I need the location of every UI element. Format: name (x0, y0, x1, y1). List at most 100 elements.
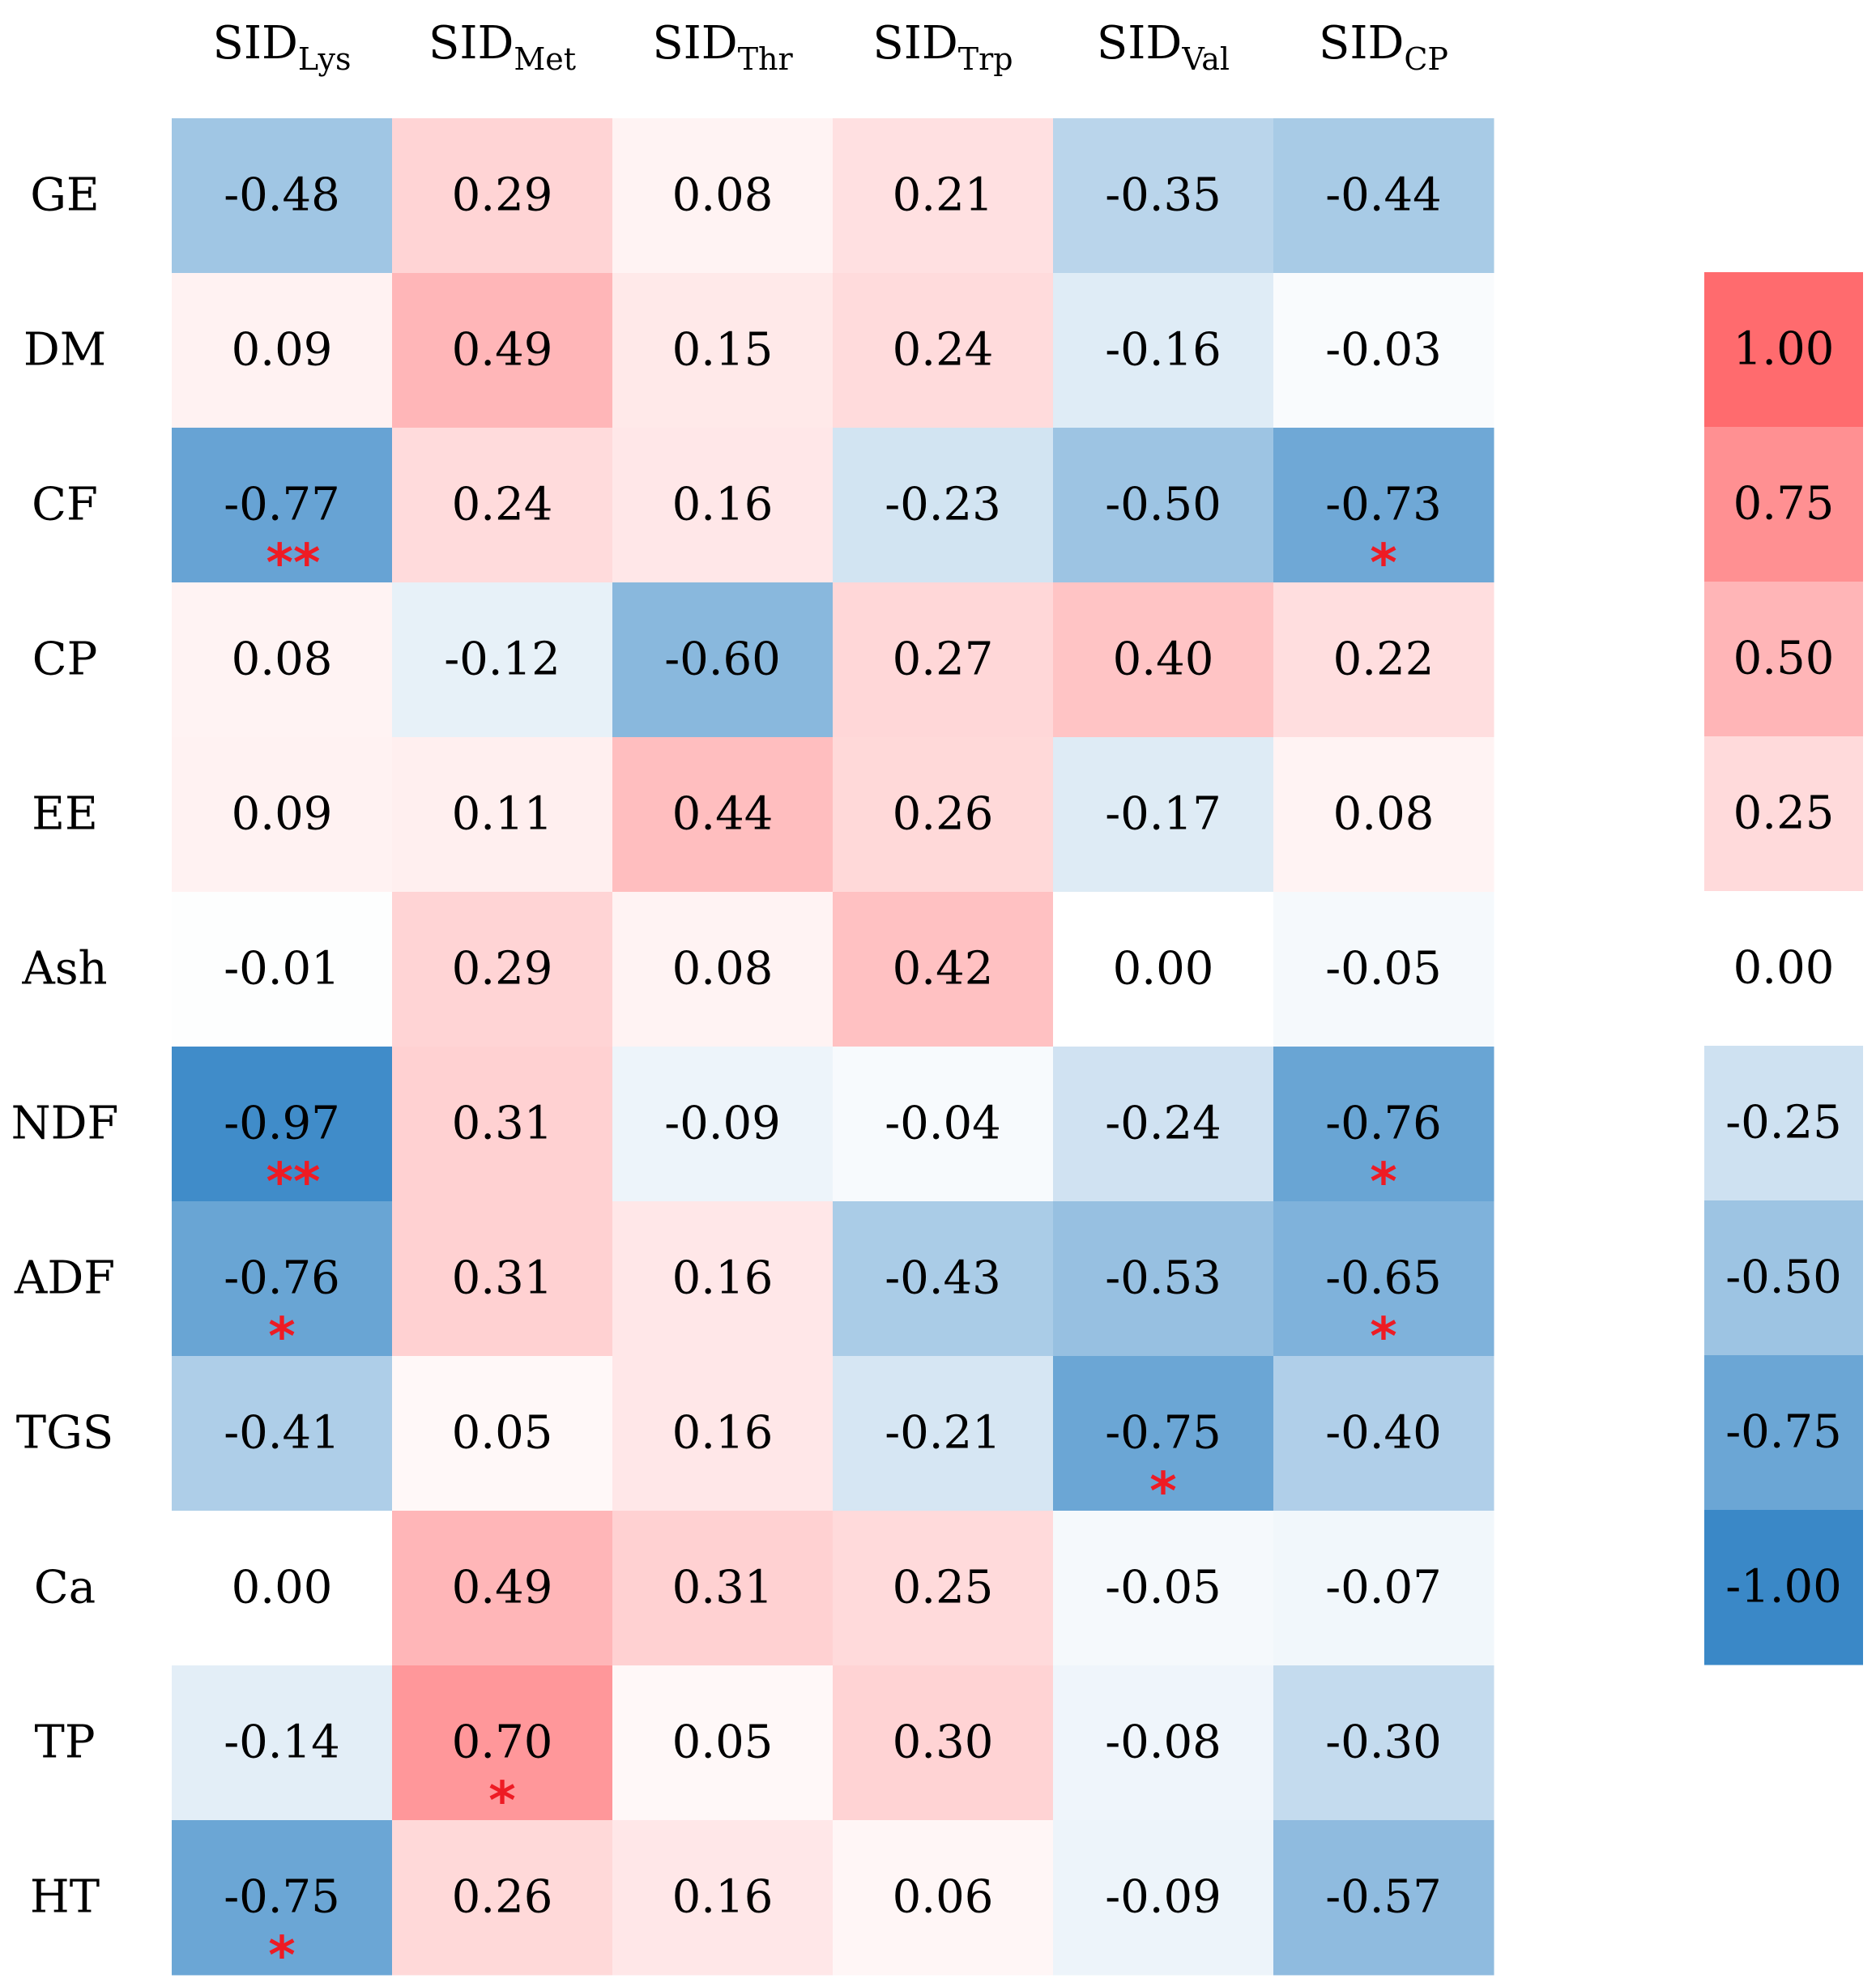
cell-value-ca-cp: -0.07 (1325, 1562, 1442, 1614)
heatmap-cell-cf-lys (172, 428, 393, 583)
row-label-dm: DM (23, 324, 106, 377)
heatmap-cell-tgs-met (392, 1356, 613, 1512)
cell-value-ash-lys: -0.01 (224, 943, 340, 996)
cell-value-ca-met: 0.49 (452, 1562, 553, 1614)
legend-label--1-00: -1.00 (1725, 1561, 1842, 1614)
heatmap-cell-dm-val (1053, 273, 1274, 429)
heatmap-cell-ge-lys (172, 118, 393, 274)
cell-value-tp-thr: 0.05 (672, 1716, 774, 1769)
legend-swatch--0-75 (1704, 1355, 1863, 1511)
heatmap-cell-cp-lys (172, 582, 393, 738)
cell-value-tgs-val: -0.75 (1105, 1407, 1222, 1460)
row-label-tp: TP (34, 1716, 95, 1769)
heatmap-cell-adf-trp (833, 1201, 1054, 1357)
heatmap-cell-tp-met (392, 1665, 613, 1821)
cell-value-tgs-trp: -0.21 (885, 1407, 1001, 1460)
cell-value-cp-trp: 0.27 (893, 633, 994, 686)
heatmap-cell-ash-val (1053, 892, 1274, 1047)
cell-value-tp-cp: -0.30 (1325, 1716, 1442, 1769)
cell-value-ee-trp: 0.26 (893, 788, 994, 841)
legend-label-0-75: 0.75 (1733, 478, 1835, 531)
cell-value-ht-val: -0.09 (1105, 1871, 1222, 1924)
legend-swatch-0-00 (1704, 891, 1863, 1047)
heatmap-cell-dm-met (392, 273, 613, 429)
cell-value-tp-val: -0.08 (1105, 1716, 1222, 1769)
cell-value-ee-cp: 0.08 (1333, 788, 1435, 841)
heatmap-cell-cf-trp (833, 428, 1054, 583)
heatmap-cell-ge-trp (833, 118, 1054, 274)
column-header-subscript: Thr (738, 41, 794, 77)
legend-swatch-1-00 (1704, 272, 1863, 428)
cell-value-adf-cp: -0.65 (1325, 1252, 1442, 1305)
cell-value-ash-val: 0.00 (1113, 943, 1214, 996)
column-header-val: SIDVal (1097, 17, 1230, 77)
heatmap-cell-cp-thr (612, 582, 834, 738)
cell-value-ndf-thr: -0.09 (664, 1098, 781, 1150)
heatmap-cell-tgs-cp (1273, 1356, 1494, 1512)
legend-swatch--1-00 (1704, 1510, 1863, 1665)
significance-marker-ht-lys: * (268, 1926, 295, 1986)
cell-value-cf-thr: 0.16 (672, 479, 774, 531)
heatmap-cell-ca-val (1053, 1511, 1274, 1666)
heatmap-cell-ht-met (392, 1820, 613, 1976)
cell-value-dm-lys: 0.09 (232, 324, 333, 377)
cell-value-adf-thr: 0.16 (672, 1252, 774, 1305)
cell-value-ee-lys: 0.09 (232, 788, 333, 841)
heatmap-cell-ca-lys (172, 1511, 393, 1666)
cell-value-ndf-cp: -0.76 (1325, 1098, 1442, 1150)
heatmap-cell-ca-thr (612, 1511, 834, 1666)
heatmap-cell-ht-val (1053, 1820, 1274, 1976)
heatmap-cell-dm-cp (1273, 273, 1494, 429)
cell-value-cf-met: 0.24 (452, 479, 553, 531)
cell-value-ge-lys: -0.48 (224, 169, 340, 222)
cell-value-ash-cp: -0.05 (1325, 943, 1442, 996)
column-header-prefix: SID (1319, 17, 1404, 70)
column-header-lys: SIDLys (213, 17, 352, 77)
cell-value-ht-lys: -0.75 (224, 1871, 340, 1924)
row-label-ca: Ca (34, 1562, 96, 1614)
cell-value-ee-thr: 0.44 (672, 788, 774, 841)
legend-label-0-50: 0.50 (1733, 633, 1835, 685)
row-label-adf: ADF (14, 1252, 115, 1305)
heatmap-cell-dm-trp (833, 273, 1054, 429)
legend-label-0-00: 0.00 (1733, 942, 1835, 995)
column-header-subscript: Lys (298, 41, 352, 77)
column-header-subscript: Trp (958, 41, 1013, 77)
heatmap-cell-ndf-val (1053, 1047, 1274, 1202)
cell-value-ca-trp: 0.25 (893, 1562, 994, 1614)
heatmap-cell-ee-met (392, 737, 613, 893)
color-legend: 1.00 0.75 0.50 0.25 0.00 -0.25 -0.50 -0.75 -1.00 (1704, 272, 1863, 1665)
cell-value-ht-trp: 0.06 (893, 1871, 994, 1924)
row-label-cp: CP (32, 633, 98, 686)
heatmap-cell-tp-val (1053, 1665, 1274, 1821)
cell-value-cf-cp: -0.73 (1325, 479, 1442, 531)
cell-value-adf-lys: -0.76 (224, 1252, 340, 1305)
column-header-prefix: SID (872, 17, 957, 70)
heatmap-cell-cf-cp (1273, 428, 1494, 583)
cell-value-cp-lys: 0.08 (232, 633, 333, 686)
heatmap-cell-dm-lys (172, 273, 393, 429)
legend-label--0-50: -0.50 (1725, 1251, 1842, 1304)
row-label-cf: CF (32, 479, 98, 531)
cell-value-cp-thr: -0.60 (664, 633, 781, 686)
heatmap-cell-cp-trp (833, 582, 1054, 738)
cell-value-tp-met: 0.70 (452, 1716, 553, 1769)
heatmap-cell-ht-cp (1273, 1820, 1494, 1976)
cell-value-dm-thr: 0.15 (672, 324, 774, 377)
cell-value-ash-met: 0.29 (452, 943, 553, 996)
legend-label-1-00: 1.00 (1733, 323, 1835, 376)
heatmap-cell-ee-val (1053, 737, 1274, 893)
column-header-thr: SIDThr (652, 17, 793, 77)
heatmap-cell-ndf-cp (1273, 1047, 1494, 1202)
row-label-ge: GE (30, 169, 100, 222)
cell-value-adf-val: -0.53 (1105, 1252, 1222, 1305)
heatmap-cell-cf-met (392, 428, 613, 583)
heatmap-cell-tgs-trp (833, 1356, 1054, 1512)
row-label-ash: Ash (21, 943, 107, 996)
column-header-prefix: SID (652, 17, 737, 70)
cell-value-ndf-trp: -0.04 (885, 1098, 1001, 1150)
cell-value-ge-trp: 0.21 (893, 169, 994, 222)
cell-value-adf-trp: -0.43 (885, 1252, 1001, 1305)
heatmap-cell-ge-val (1053, 118, 1274, 274)
heatmap-cell-ndf-trp (833, 1047, 1054, 1202)
